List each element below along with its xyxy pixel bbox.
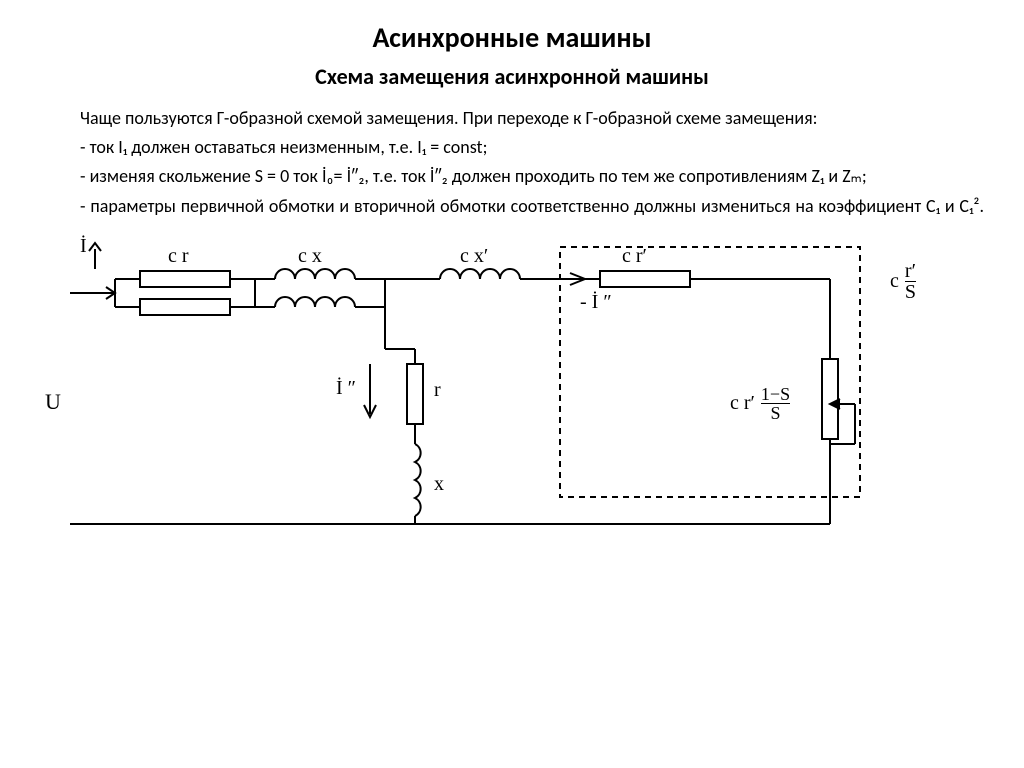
- label-cx: c x: [298, 245, 322, 268]
- body-text: Чаще пользуются Г-образной схемой замеще…: [40, 106, 984, 219]
- label-r-mag: r: [434, 379, 441, 402]
- label-x-mag: x: [434, 473, 444, 496]
- label-cr: c r: [168, 245, 189, 268]
- label-right-frac-top: r′: [905, 261, 916, 281]
- label-right-c: c: [890, 270, 899, 293]
- para-2: - ток I₁ должен оставаться неизменным, т…: [40, 135, 984, 160]
- label-right-frac: c r′ S: [890, 261, 916, 302]
- label-minus-Ipp: - İ ″: [580, 291, 612, 314]
- label-I-in: İ: [80, 235, 87, 258]
- label-U: U: [45, 389, 61, 415]
- para-4: - параметры первичной обмотки и вторично…: [40, 194, 984, 219]
- label-right-frac-bot: S: [905, 281, 916, 302]
- label-cr2: c r′: [622, 245, 647, 268]
- para-3: - изменяя скольжение S = 0 ток İ₀= İ″₂, …: [40, 164, 984, 189]
- circuit-svg: [40, 229, 980, 549]
- para-1: Чаще пользуются Г-образной схемой замеще…: [40, 106, 984, 131]
- page-title: Асинхронные машины: [40, 20, 984, 55]
- circuit-diagram: İ U c r c x c x′ c r′ - İ ″ İ ″ r x c r′…: [40, 229, 980, 549]
- page-subtitle: Схема замещения асинхронной машины: [40, 63, 984, 90]
- label-Ipp-down: İ ″: [336, 377, 356, 400]
- label-load-frac-bot: S: [761, 403, 790, 422]
- label-load-cr: c r′: [730, 392, 755, 415]
- label-cx2: c x′: [460, 245, 488, 268]
- label-load-frac-top: 1−S: [761, 385, 790, 403]
- label-load: c r′ 1−S S: [730, 385, 790, 422]
